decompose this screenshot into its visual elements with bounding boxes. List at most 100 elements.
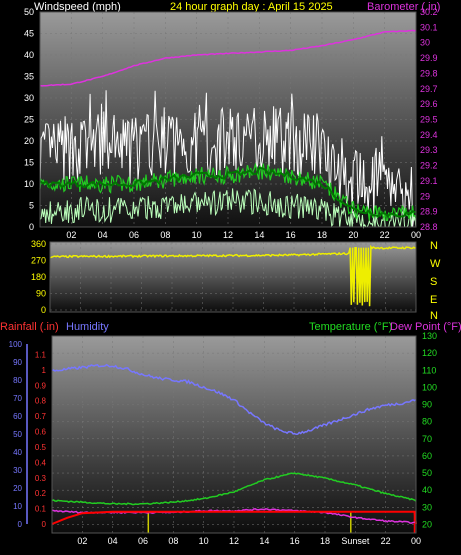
direction-tick-label: 360 <box>31 239 46 249</box>
temp-x-tick-label: 14 <box>259 536 269 546</box>
rainfall-line <box>51 510 417 525</box>
temperature-tick-label: 90 <box>422 400 432 410</box>
rainfall-tick-label: 1.1 <box>35 350 47 359</box>
temperature-tick-label: 30 <box>422 502 432 512</box>
wind-x-tick-label: 06 <box>129 230 139 240</box>
rainfall-axis-title: Rainfall (.in) <box>0 321 59 333</box>
humidity-tick-label: 20 <box>13 484 22 493</box>
compass-label: S <box>430 276 437 288</box>
wind-x-tick-label: 18 <box>317 230 327 240</box>
rainfall-tick-label: 0.4 <box>35 458 47 467</box>
rainfall-tick-label: 0.7 <box>35 412 47 421</box>
barometer-tick-label: 30 <box>420 38 430 48</box>
humidity-tick-label: 60 <box>13 412 22 421</box>
barometer-tick-label: 29.5 <box>420 115 438 125</box>
windspeed-tick-label: 0 <box>29 222 34 232</box>
barometer-tick-label: 29.7 <box>420 84 438 94</box>
wind-gust-line <box>39 90 417 228</box>
wind-direction-line <box>49 244 417 307</box>
wind-average-smooth-line <box>39 166 417 218</box>
wind-x-tick-label: 10 <box>192 230 202 240</box>
rainfall-tick-label: 0 <box>42 520 47 529</box>
humidity-tick-label: 40 <box>13 448 22 457</box>
windspeed-tick-label: 30 <box>24 93 34 103</box>
temp-x-tick-label: Sunset <box>341 536 370 546</box>
temp-x-tick-label: 22 <box>381 536 391 546</box>
windspeed-tick-label: 15 <box>24 158 34 168</box>
humidity-axis-title: Humidity <box>66 321 109 333</box>
rainfall-tick-label: 0.5 <box>35 443 47 452</box>
windspeed-tick-label: 25 <box>24 115 34 125</box>
barometer-tick-label: 29.6 <box>420 99 438 109</box>
temperature-tick-label: 120 <box>422 348 437 358</box>
temp-x-tick-label: 06 <box>138 536 148 546</box>
humidity-tick-label: 70 <box>13 394 22 403</box>
rainfall-tick-label: 1 <box>42 366 47 375</box>
humidity-tick-label: 0 <box>18 520 23 529</box>
barometer-tick-label: 29.1 <box>420 176 438 186</box>
temperature-tick-label: 80 <box>422 417 432 427</box>
humidity-tick-label: 80 <box>13 376 22 385</box>
temperature-axis-title: Temperature (°F) <box>309 321 392 333</box>
wind-panel-border <box>39 11 417 228</box>
rainfall-tick-label: 0.3 <box>35 474 47 483</box>
windspeed-tick-label: 50 <box>24 7 34 17</box>
rainfall-tick-label: 0.6 <box>35 428 47 437</box>
temp-panel-border <box>51 335 417 534</box>
windspeed-tick-label: 45 <box>24 29 34 39</box>
temperature-tick-label: 110 <box>422 365 436 375</box>
rainfall-tick-label: 0.1 <box>35 505 47 514</box>
compass-label: W <box>430 258 441 270</box>
wind-x-tick-label: 16 <box>286 230 296 240</box>
barometer-tick-label: 29 <box>420 191 430 201</box>
wind-x-tick-label: 04 <box>98 230 108 240</box>
barometer-tick-label: 29.3 <box>420 145 438 155</box>
wind-low-line <box>39 188 417 229</box>
temperature-tick-label: 130 <box>422 331 437 341</box>
barometer-line <box>39 29 417 87</box>
dewpoint-axis-title: Dew Point (°F) <box>390 321 461 333</box>
rainfall-tick-label: 0.8 <box>35 397 47 406</box>
temp-x-tick-label: 02 <box>77 536 87 546</box>
direction-tick-label: 180 <box>31 272 46 282</box>
temp-panel-background <box>52 336 416 533</box>
wind-x-tick-label: 14 <box>254 230 264 240</box>
direction-panel-border <box>49 241 417 313</box>
barometer-tick-label: 30.1 <box>420 22 438 32</box>
windspeed-axis-title: Windspeed (mph) <box>34 1 121 13</box>
barometer-tick-label: 30.2 <box>420 7 438 17</box>
humidity-tick-label: 30 <box>13 466 22 475</box>
direction-tick-label: 0 <box>41 305 46 315</box>
temp-x-tick-label: 12 <box>229 536 239 546</box>
temperature-tick-label: 20 <box>422 519 432 529</box>
direction-tick-label: 90 <box>36 289 46 299</box>
temp-x-tick-label: 16 <box>290 536 300 546</box>
windspeed-tick-label: 10 <box>24 179 34 189</box>
compass-label: E <box>430 294 437 306</box>
temp-x-tick-label: 18 <box>320 536 330 546</box>
wind-x-tick-label: 02 <box>66 230 76 240</box>
temperature-tick-label: 50 <box>422 468 432 478</box>
wind-x-tick-label: 22 <box>380 230 390 240</box>
rainfall-tick-label: 0.9 <box>35 381 47 390</box>
windspeed-tick-label: 35 <box>24 72 34 82</box>
temp-x-tick-label: 08 <box>168 536 178 546</box>
chart-marks <box>39 29 417 533</box>
humidity-tick-label: 50 <box>13 430 22 439</box>
temp-x-tick-label: 10 <box>199 536 209 546</box>
temp-x-tick-label: 00 <box>411 536 421 546</box>
axis-labels: 0510152025303540455028.828.92929.129.229… <box>9 7 441 546</box>
wind-x-tick-label: 08 <box>160 230 170 240</box>
wind-x-tick-label: 12 <box>223 230 233 240</box>
barometer-axis-title: Barometer (.in) <box>367 1 440 13</box>
barometer-tick-label: 29.9 <box>420 53 438 63</box>
temperature-tick-label: 70 <box>422 434 432 444</box>
wind-x-tick-label: 20 <box>348 230 358 240</box>
compass-label: N <box>430 240 438 252</box>
wind-x-tick-label: 00 <box>411 230 421 240</box>
chart-title: 24 hour graph day : April 15 2025 <box>170 1 333 13</box>
humidity-tick-label: 90 <box>13 358 22 367</box>
rainfall-tick-label: 0.2 <box>35 489 47 498</box>
windspeed-tick-label: 40 <box>24 50 34 60</box>
